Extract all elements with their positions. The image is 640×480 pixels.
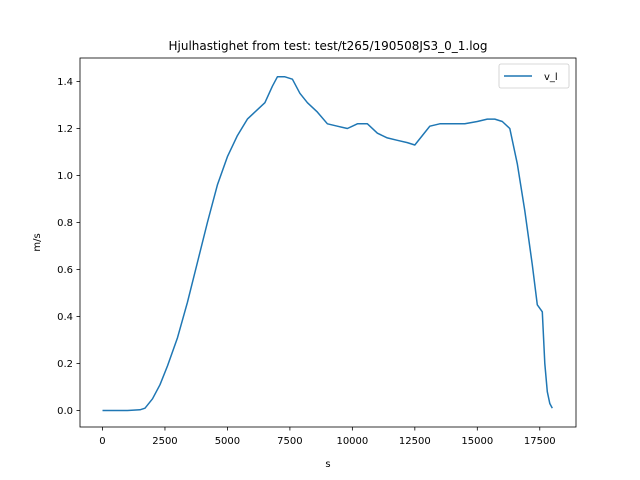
y-tick-label: 0.0 bbox=[57, 406, 73, 417]
y-axis-label: m/s bbox=[32, 233, 43, 251]
y-axis: 0.0 0.2 0.4 0.6 0.8 1.0 1.2 1.4 bbox=[57, 77, 80, 417]
series-line-v-l bbox=[102, 76, 553, 412]
x-tick-label: 12500 bbox=[399, 436, 431, 447]
x-tick-label: 15000 bbox=[461, 436, 493, 447]
y-tick-label: 0.6 bbox=[57, 265, 73, 276]
x-tick-label: 7500 bbox=[277, 436, 302, 447]
legend-label: v_l bbox=[544, 72, 558, 83]
x-axis: 0 2500 5000 7500 10000 12500 15000 17500 bbox=[99, 427, 556, 447]
y-tick-label: 0.4 bbox=[57, 312, 73, 323]
y-tick-label: 1.2 bbox=[57, 124, 73, 135]
x-tick-label: 17500 bbox=[524, 436, 556, 447]
plot-frame bbox=[79, 57, 577, 428]
x-tick-label: 5000 bbox=[215, 436, 240, 447]
x-axis-label: s bbox=[325, 459, 330, 470]
x-tick-label: 2500 bbox=[152, 436, 177, 447]
legend: v_l bbox=[498, 63, 570, 89]
y-tick-label: 0.8 bbox=[57, 218, 73, 229]
y-tick-label: 0.2 bbox=[57, 359, 73, 370]
y-tick-label: 1.0 bbox=[57, 171, 73, 182]
legend-box bbox=[498, 63, 570, 89]
y-tick-label: 1.4 bbox=[57, 77, 73, 88]
x-tick-label: 0 bbox=[99, 436, 105, 447]
x-tick-label: 10000 bbox=[336, 436, 368, 447]
chart-title: Hjulhastighet from test: test/t265/19050… bbox=[168, 39, 487, 53]
plot-area bbox=[102, 76, 553, 412]
